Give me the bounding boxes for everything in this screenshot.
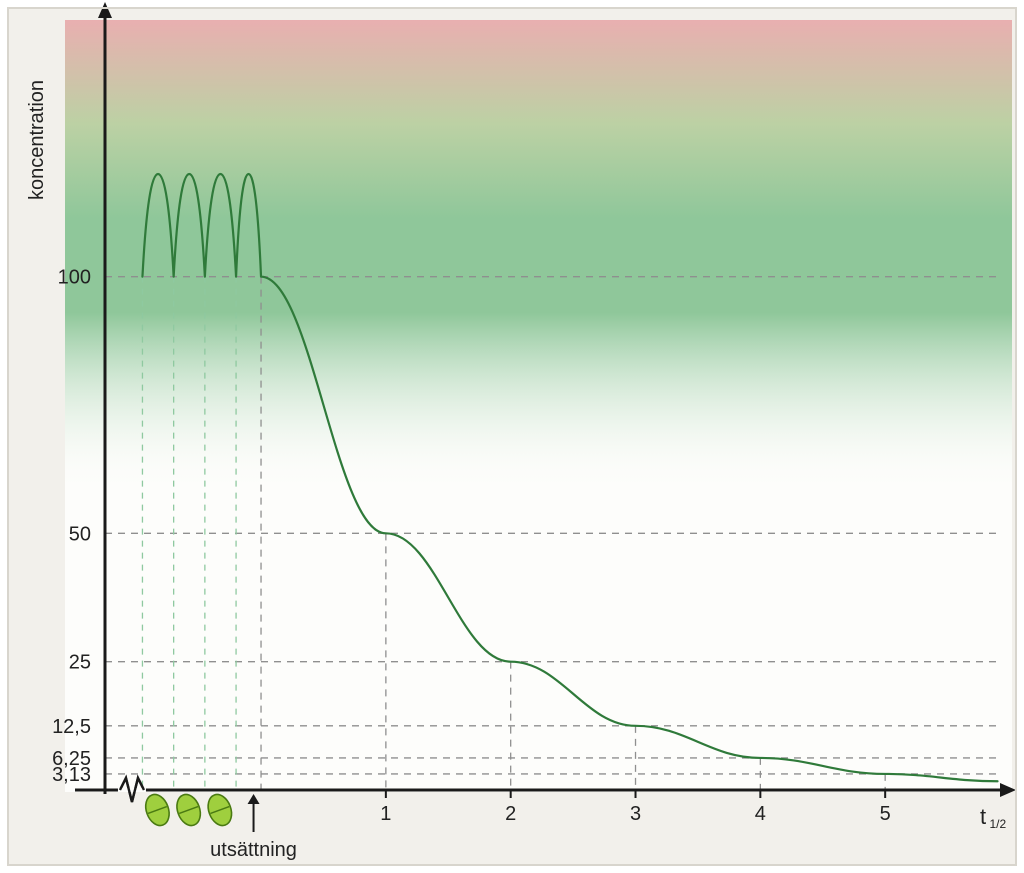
x-tick-label: 5 — [880, 803, 891, 825]
concentration-halflife-chart: 100502512,56,253,13koncentration12345t 1… — [0, 0, 1024, 873]
y-axis-title: koncentration — [26, 80, 48, 200]
x-tick-label: 3 — [630, 803, 641, 825]
x-tick-label: 4 — [755, 803, 766, 825]
y-tick-label: 100 — [58, 267, 91, 289]
x-tick-label: 1 — [380, 803, 391, 825]
y-tick-label: 12,5 — [52, 716, 91, 738]
y-tick-label: 25 — [69, 652, 91, 674]
utsattning-label: utsättning — [210, 839, 297, 861]
x-tick-label: 2 — [505, 803, 516, 825]
y-tick-label: 50 — [69, 523, 91, 545]
y-tick-label: 3,13 — [52, 764, 91, 786]
